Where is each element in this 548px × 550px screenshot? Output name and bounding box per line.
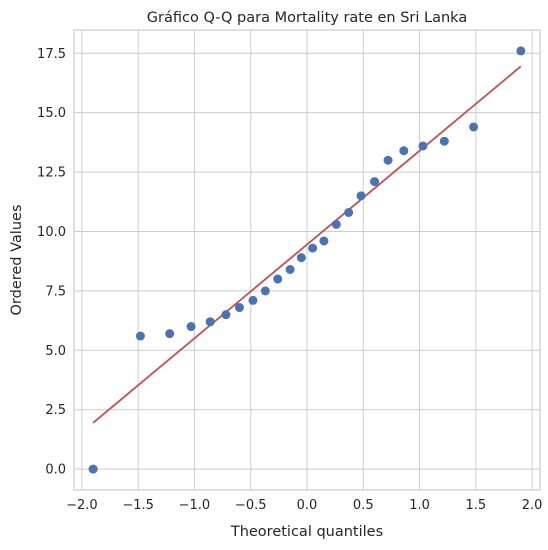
y-tick-label: 17.5: [37, 47, 66, 62]
x-tick-label: 0.5: [353, 498, 374, 513]
data-point: [205, 317, 215, 327]
data-point: [439, 136, 449, 146]
x-axis-title: Theoretical quantiles: [230, 524, 383, 540]
x-tick-labels: −2.0 −1.5 −1.0 −0.5 0.0 0.5 1.0 1.5 2.0: [66, 498, 542, 513]
data-point: [331, 219, 341, 229]
data-point: [344, 207, 354, 217]
fit-line-group: [92, 65, 522, 424]
x-tick-label: 2.0: [522, 498, 543, 513]
x-tick-label: −1.0: [179, 498, 211, 513]
data-points-group: [88, 46, 526, 474]
data-point: [399, 146, 409, 156]
data-point: [186, 322, 196, 332]
data-point: [418, 141, 428, 151]
x-tick-label: 1.5: [465, 498, 486, 513]
data-point: [308, 243, 318, 253]
data-point: [383, 155, 393, 165]
data-point: [469, 122, 479, 132]
y-tick-label: 7.5: [45, 284, 66, 299]
y-tick-label: 10.0: [37, 225, 66, 240]
fit-line: [92, 65, 522, 424]
y-tick-label: 15.0: [37, 106, 66, 121]
data-point: [356, 191, 366, 201]
data-point: [135, 331, 145, 341]
x-tick-label: −1.5: [122, 498, 154, 513]
y-tick-label: 0.0: [45, 463, 66, 478]
data-point: [273, 274, 283, 284]
data-point: [296, 253, 306, 263]
data-point: [516, 46, 526, 56]
data-point: [319, 236, 329, 246]
y-tick-label: 5.0: [45, 344, 66, 359]
data-point: [234, 303, 244, 313]
data-point: [285, 265, 295, 275]
data-point: [221, 310, 231, 320]
x-tick-label: −0.5: [235, 498, 267, 513]
x-tick-label: −2.0: [66, 498, 98, 513]
grid-lines: [74, 30, 540, 490]
x-tick-label: 0.0: [297, 498, 318, 513]
y-tick-label: 2.5: [45, 403, 66, 418]
data-point: [370, 177, 380, 187]
chart-title: Gráfico Q-Q para Mortality rate en Sri L…: [147, 10, 467, 26]
plot-frame: [73, 29, 541, 491]
data-point: [88, 464, 98, 474]
data-point: [165, 329, 175, 339]
data-point: [248, 295, 258, 305]
data-point: [260, 286, 270, 296]
x-tick-label: 1.0: [409, 498, 430, 513]
y-tick-labels: 0.0 2.5 5.0 7.5 10.0 12.5 15.0 17.5: [37, 47, 66, 478]
y-axis-title: Ordered Values: [9, 205, 25, 316]
y-tick-label: 12.5: [37, 166, 66, 181]
